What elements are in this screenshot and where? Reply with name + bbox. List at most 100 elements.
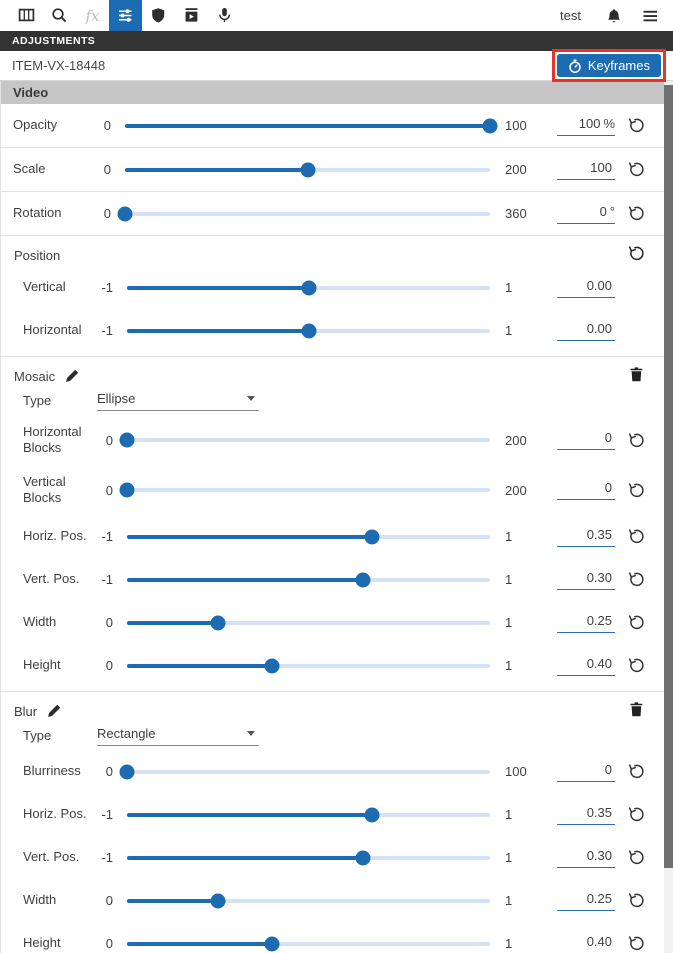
mosaic-height-value-input[interactable]: 0.40 (557, 656, 615, 676)
reset-icon[interactable] (628, 245, 645, 262)
effects-icon[interactable]: fx (85, 6, 100, 25)
notifications-bell-icon[interactable] (601, 0, 627, 31)
mosaic-width-value-input[interactable]: 0.25 (557, 613, 615, 633)
slider-track[interactable] (127, 769, 490, 774)
slider-thumb[interactable] (119, 764, 135, 779)
vertical-value-input[interactable]: 0.00 (557, 278, 615, 298)
reset-icon[interactable] (628, 205, 645, 222)
slider-thumb[interactable] (301, 323, 316, 338)
reset-icon[interactable] (628, 571, 645, 588)
slider-thumb[interactable] (264, 936, 280, 951)
slider-thumb[interactable] (210, 893, 226, 908)
media-panels-icon[interactable] (10, 0, 43, 31)
slider-track[interactable] (127, 577, 490, 582)
slider-max: 1 (505, 850, 513, 865)
slider-track[interactable] (125, 123, 490, 128)
blurriness-slider[interactable] (119, 762, 490, 782)
edit-pencil-icon[interactable] (64, 368, 80, 384)
shield-icon[interactable] (142, 0, 175, 31)
horizontal-blocks-slider[interactable] (119, 430, 490, 450)
mosaic-width-slider[interactable] (127, 613, 490, 633)
slider-fill (127, 620, 218, 625)
export-media-icon[interactable] (175, 0, 208, 31)
slider-thumb[interactable] (364, 807, 380, 822)
slider-thumb[interactable] (482, 118, 498, 133)
slider-thumb[interactable] (119, 432, 135, 448)
reset-icon[interactable] (628, 614, 645, 631)
slider-min: 0 (105, 432, 113, 448)
vertical-blocks-slider[interactable] (119, 480, 490, 500)
vertical-scrollbar[interactable] (664, 81, 673, 953)
slider-track[interactable] (127, 855, 490, 860)
rotation-slider[interactable] (117, 204, 490, 224)
slider-thumb[interactable] (364, 529, 380, 544)
reset-icon[interactable] (628, 161, 645, 178)
reset-icon[interactable] (628, 849, 645, 866)
blurriness-value-input[interactable]: 0 (557, 762, 615, 782)
blur-horiz-pos-slider[interactable] (127, 805, 490, 825)
blur-vert-pos-value-input[interactable]: 0.30 (557, 848, 615, 868)
slider-track[interactable] (127, 812, 490, 817)
slider-track[interactable] (125, 211, 490, 216)
slider-track[interactable] (127, 620, 490, 625)
slider-track[interactable] (127, 534, 490, 539)
keyframes-button[interactable]: Keyframes (556, 54, 661, 77)
search-icon[interactable] (43, 0, 76, 31)
scrollbar-thumb[interactable] (664, 85, 673, 868)
mosaic-vert-pos-slider[interactable] (127, 570, 490, 590)
mosaic-vert-pos-value-input[interactable]: 0.30 (557, 570, 615, 590)
blur-height-slider[interactable] (127, 934, 490, 953)
blur-height-value-input[interactable]: 0.40 (557, 934, 615, 953)
mosaic-type-dropdown[interactable]: Ellipse (97, 391, 259, 411)
reset-icon[interactable] (628, 892, 645, 909)
reset-icon[interactable] (628, 432, 645, 449)
delete-trash-icon[interactable] (628, 366, 645, 383)
mosaic-horiz-pos-slider[interactable] (127, 527, 490, 547)
rotation-value-input[interactable]: 0 ° (557, 204, 615, 224)
slider-thumb[interactable] (210, 615, 226, 630)
slider-track[interactable] (127, 898, 490, 903)
adjustments-tab-icon[interactable] (109, 0, 142, 31)
reset-icon[interactable] (628, 806, 645, 823)
reset-icon[interactable] (628, 528, 645, 545)
scale-value-input[interactable]: 100 (557, 160, 615, 180)
reset-icon[interactable] (628, 482, 645, 499)
slider-track[interactable] (127, 941, 490, 946)
slider-thumb[interactable] (301, 280, 316, 295)
adjustment-row-mosaic-height: Height 0 1 0.40 (1, 644, 673, 687)
horizontal-position-slider[interactable] (127, 321, 490, 341)
slider-track[interactable] (127, 663, 490, 668)
user-menu-label[interactable]: test (560, 8, 581, 23)
vertical-position-slider[interactable] (127, 278, 490, 298)
adjustment-row-vertical: Vertical -1 1 0.00 (1, 266, 673, 309)
horizontal-blocks-value-input[interactable]: 0 (557, 430, 615, 450)
slider-thumb[interactable] (119, 482, 135, 498)
reset-icon[interactable] (628, 935, 645, 952)
opacity-slider[interactable] (125, 116, 498, 136)
blur-horiz-pos-value-input[interactable]: 0.35 (557, 805, 615, 825)
slider-thumb[interactable] (355, 572, 371, 587)
microphone-icon[interactable] (208, 0, 241, 31)
blur-width-value-input[interactable]: 0.25 (557, 891, 615, 911)
blur-width-slider[interactable] (127, 891, 490, 911)
slider-thumb[interactable] (117, 206, 133, 221)
vertical-blocks-value-input[interactable]: 0 (557, 480, 615, 500)
mosaic-horiz-pos-value-input[interactable]: 0.35 (557, 527, 615, 547)
slider-thumb[interactable] (355, 850, 371, 865)
mosaic-height-slider[interactable] (127, 656, 490, 676)
slider-thumb[interactable] (300, 162, 315, 177)
blur-type-dropdown[interactable]: Rectangle (97, 726, 259, 746)
blur-vert-pos-slider[interactable] (127, 848, 490, 868)
reset-icon[interactable] (628, 763, 645, 780)
slider-track[interactable] (127, 488, 490, 492)
slider-thumb[interactable] (264, 658, 280, 673)
edit-pencil-icon[interactable] (46, 703, 62, 719)
delete-trash-icon[interactable] (628, 701, 645, 718)
opacity-value-input[interactable]: 100% (557, 116, 615, 136)
hamburger-menu-icon[interactable] (637, 0, 663, 31)
slider-track[interactable] (127, 438, 490, 442)
horizontal-value-input[interactable]: 0.00 (557, 321, 615, 341)
scale-slider[interactable] (125, 160, 490, 180)
reset-icon[interactable] (628, 117, 645, 134)
reset-icon[interactable] (628, 657, 645, 674)
